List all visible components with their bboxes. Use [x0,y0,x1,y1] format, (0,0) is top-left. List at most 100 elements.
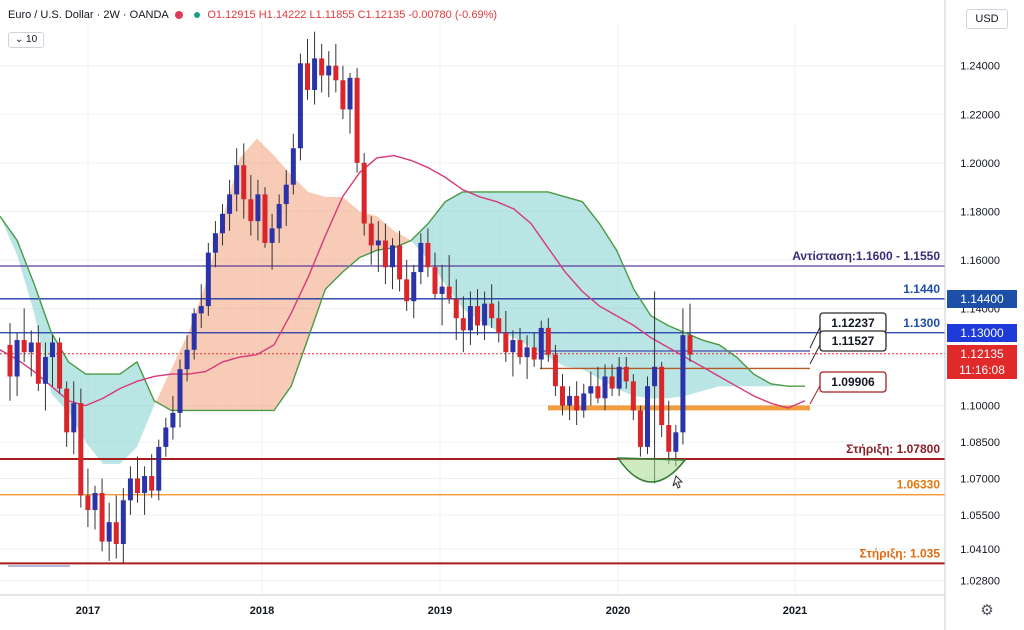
y-tick-label: 1.20000 [960,158,1000,170]
candle-body [283,184,289,205]
candle-body [35,342,41,384]
cloud-segment [633,289,651,399]
candle-body [156,446,162,491]
cloud-segment [17,240,35,314]
candle-body [149,476,155,491]
candle-body [71,403,77,433]
candle-body [382,240,388,268]
candle-body [545,327,551,355]
candle-body [560,386,565,406]
cloud-segment [496,191,514,338]
candle-body [42,357,48,384]
x-tick-label: 2018 [250,605,274,617]
live-dot-icon [194,12,201,19]
candle-body [630,381,636,411]
candle-body [404,279,410,302]
callout-label: 1.12237 [831,316,875,330]
candle-body [623,366,629,382]
candle-body [262,194,268,243]
candle-body [687,335,693,355]
candle-body [453,298,459,319]
y-tick-label: 1.04100 [960,544,1000,556]
candle-body [297,63,303,149]
candle-body [99,493,105,542]
candle-body [57,342,63,389]
cloud-segment [119,361,138,464]
candle-body [326,65,332,76]
candle-body [177,369,183,413]
x-tick-label: 2021 [783,605,807,617]
cloud-segment [342,196,360,273]
candle-body [220,213,225,234]
candle-body [248,199,254,222]
candle-body [503,332,509,353]
candle-body [496,318,502,333]
candle-body [305,63,310,90]
candle-body [574,395,580,411]
candle-body [475,306,480,326]
candle-body [142,476,148,494]
y-tick-label: 1.07000 [960,473,1000,485]
callout-box [819,371,887,393]
y-tick-label: 1.24000 [960,61,1000,73]
candle-body [552,354,558,387]
candle-body [418,242,424,273]
candle-body [347,77,353,110]
cloud-segment [530,191,549,358]
cup-annotation [616,457,687,483]
callout-label: 1.09906 [831,375,875,389]
candle-body [460,318,466,331]
candle-body [673,432,679,452]
currency-button[interactable]: USD [966,9,1008,29]
candle-body [609,376,615,389]
candle-body [538,327,544,360]
cloud-segment [0,216,18,256]
candle-body [255,194,261,222]
indicator-collapse-button[interactable]: ⌄ 10 [8,32,44,48]
candle-body [659,366,665,426]
candle-body [241,165,247,200]
candle-body [645,386,650,447]
candle-body [375,240,381,246]
candle-body [602,376,608,399]
price-tag: 1.12135 [947,344,1017,363]
candle-body [354,77,360,163]
candle-body [524,347,530,358]
candle-body [390,245,395,268]
market-status-icon [175,11,184,20]
candle-body [333,65,339,81]
candle-body [361,162,367,224]
cloud-segment [411,223,429,260]
price-tag: 11:16:08 [947,361,1017,380]
candle-body [312,58,318,90]
symbol-title[interactable]: Euro / U.S. Dollar · 2W · OANDA [8,9,169,21]
cloud-segment [599,223,617,389]
x-tick-label: 2017 [76,605,100,617]
candle-body [78,403,84,496]
candle-body [120,500,126,545]
candle-body [28,342,34,353]
candle-body [276,204,282,229]
candle-body [510,340,516,353]
candle-body [106,522,112,542]
cursor-icon [672,475,684,489]
candle-body [368,223,374,246]
time-axis[interactable]: 2017 2018 2019 2020 2021 [0,594,945,617]
candle-body [531,347,537,360]
candle-body [269,228,275,243]
candle-body [517,340,523,358]
candle-body [163,427,169,447]
ichimoku-cloud [0,138,788,464]
candle-body [7,344,13,377]
cloud-segment [137,361,155,447]
candle-body [581,393,587,411]
candle-body [489,303,495,319]
level-label: 1.1440 [903,282,940,296]
cloud-segment [479,191,497,331]
callout-label: 1.11527 [832,334,875,348]
senkou-span-a [0,191,805,412]
candle-body [588,386,594,394]
gear-icon[interactable]: ⚙ [980,602,994,619]
y-tick-label: 1.05500 [960,510,1000,522]
